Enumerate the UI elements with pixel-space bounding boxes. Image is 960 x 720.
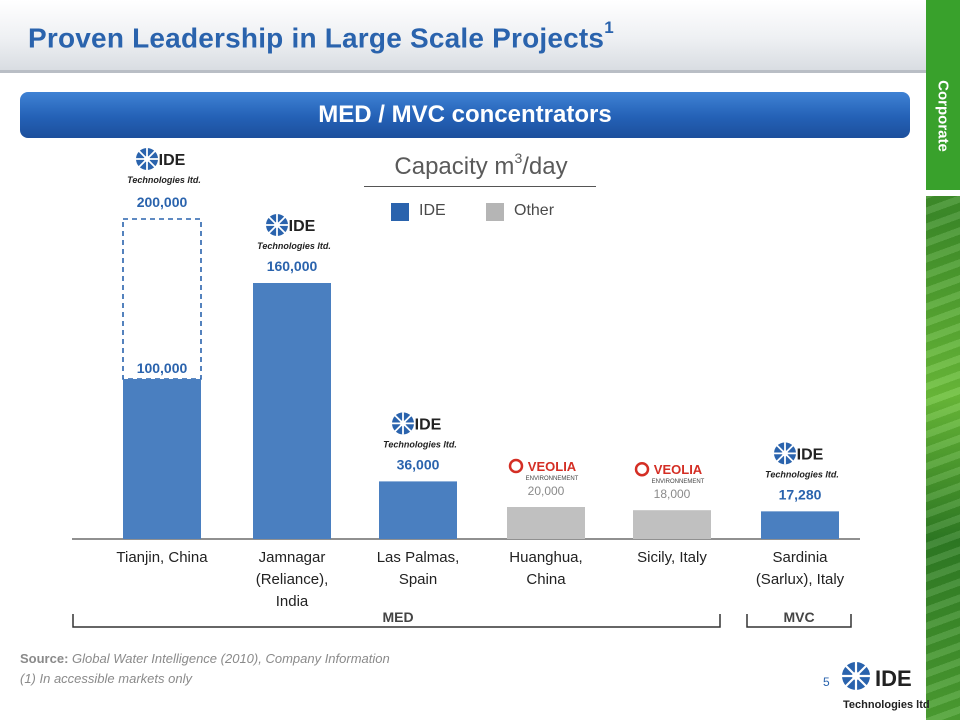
legend-label-other: Other bbox=[514, 202, 555, 219]
side-tab-gap bbox=[926, 190, 960, 196]
value-label-5: 17,280 bbox=[779, 486, 822, 502]
side-tab bbox=[926, 0, 960, 190]
category-label-0-0: Tianjin, China bbox=[116, 549, 208, 566]
legend-swatch-ide bbox=[391, 203, 409, 221]
value-label-3: 20,000 bbox=[528, 484, 565, 498]
group-bracket-1 bbox=[746, 614, 852, 628]
bar-0 bbox=[123, 379, 201, 539]
veolia-logo-mark-4 bbox=[634, 461, 650, 477]
category-label-1-0: Jamnagar bbox=[259, 549, 326, 566]
ide-logo-sub-2: Technologies ltd. bbox=[383, 439, 457, 449]
veolia-logo-mark-3 bbox=[508, 458, 524, 474]
chart-title-underline bbox=[364, 186, 596, 187]
header-divider bbox=[0, 70, 926, 73]
bar-1 bbox=[253, 283, 331, 539]
group-label-0: MED bbox=[382, 609, 413, 625]
veolia-logo-sub-4: ENVIRONNEMENT bbox=[652, 479, 705, 485]
category-label-3-1: China bbox=[526, 571, 566, 588]
veolia-logo-text-3: VEOLIA bbox=[528, 459, 577, 474]
bar-4 bbox=[633, 510, 711, 539]
category-label-2-0: Las Palmas, bbox=[377, 549, 460, 566]
bar-5 bbox=[761, 511, 839, 539]
ide-logo-mark-1 bbox=[266, 214, 288, 236]
ide-corporate-logo: IDE Technologies ltd. bbox=[842, 662, 930, 711]
ide-logo-sub-0: Technologies ltd. bbox=[127, 175, 201, 185]
value-label-4: 18,000 bbox=[654, 487, 691, 501]
veolia-logo-sub-3: ENVIRONNEMENT bbox=[526, 476, 579, 482]
ide-corporate-logo-mark bbox=[842, 662, 870, 690]
ide-corporate-logo-sub: Technologies ltd. bbox=[843, 699, 930, 711]
page-title-footnote-marker: 1 bbox=[604, 18, 614, 37]
category-label-5-0: Sardinia bbox=[772, 549, 828, 566]
chart-title: Capacity m3/day bbox=[366, 150, 596, 181]
ide-logo-5: IDE Technologies ltd. bbox=[765, 442, 839, 479]
side-tab-label: Corporate bbox=[934, 80, 952, 152]
source-label: Source: bbox=[20, 651, 69, 666]
ide-logo-mark-5 bbox=[774, 442, 796, 465]
category-label-5-1: (Sarlux), Italy bbox=[756, 571, 845, 588]
section-banner: MED / MVC concentrators bbox=[20, 92, 910, 138]
page-number: 5 bbox=[823, 675, 830, 689]
planned-capacity-outline bbox=[122, 218, 202, 380]
ide-logo-sub-5: Technologies ltd. bbox=[765, 469, 839, 479]
ide-logo-mark-0 bbox=[136, 148, 158, 170]
ide-logo-0: IDE Technologies ltd. bbox=[127, 148, 201, 185]
planned-capacity-label: 200,000 bbox=[137, 194, 188, 210]
veolia-logo-text-4: VEOLIA bbox=[654, 462, 703, 477]
chart-title-text: Capacity m bbox=[394, 153, 515, 180]
header-band bbox=[0, 0, 926, 70]
capacity-bar-chart: 200,000 100,000 IDE Technologies ltd. Tianji… bbox=[72, 148, 860, 628]
ide-logo-text-5: IDE bbox=[797, 446, 824, 463]
footnote: (1) In accessible markets only bbox=[20, 671, 192, 686]
category-label-2-1: Spain bbox=[399, 571, 437, 588]
page-title-text: Proven Leadership in Large Scale Project… bbox=[28, 22, 605, 54]
category-label-3-0: Huanghua, bbox=[509, 549, 582, 566]
ide-logo-text-2: IDE bbox=[415, 416, 442, 433]
value-label-1: 160,000 bbox=[267, 258, 318, 274]
ide-logo-1: IDE Technologies ltd. bbox=[257, 214, 331, 251]
value-label-2: 36,000 bbox=[397, 456, 440, 472]
source-text: Global Water Intelligence (2010), Compan… bbox=[72, 651, 390, 666]
bar-3 bbox=[507, 507, 585, 539]
ide-logo-text-1: IDE bbox=[289, 218, 316, 235]
legend-label-ide: IDE bbox=[419, 202, 446, 219]
bar-2 bbox=[379, 481, 457, 539]
category-label-1-2: India bbox=[276, 593, 309, 610]
veolia-logo-3: VEOLIA ENVIRONNEMENT bbox=[508, 458, 579, 482]
value-label-0: 100,000 bbox=[137, 360, 188, 376]
chart-title-unit: /day bbox=[522, 153, 568, 180]
ide-corporate-logo-text: IDE bbox=[875, 666, 912, 691]
category-label-1-1: (Reliance), bbox=[256, 571, 329, 588]
veolia-logo-4: VEOLIA ENVIRONNEMENT bbox=[634, 461, 705, 485]
ide-logo-sub-1: Technologies ltd. bbox=[257, 241, 331, 251]
category-label-4-0: Sicily, Italy bbox=[637, 549, 707, 566]
ide-logo-2: IDE Technologies ltd. bbox=[383, 412, 457, 449]
chart-title-exponent: 3 bbox=[514, 150, 523, 166]
page-title: Proven Leadership in Large Scale Project… bbox=[28, 18, 614, 54]
source-note: Source: Global Water Intelligence (2010)… bbox=[20, 651, 390, 666]
group-bracket-0 bbox=[72, 614, 721, 628]
ide-logo-text-0: IDE bbox=[159, 152, 186, 169]
group-label-1: MVC bbox=[783, 609, 814, 625]
legend-swatch-other bbox=[486, 203, 504, 221]
ide-logo-mark-2 bbox=[392, 412, 414, 435]
